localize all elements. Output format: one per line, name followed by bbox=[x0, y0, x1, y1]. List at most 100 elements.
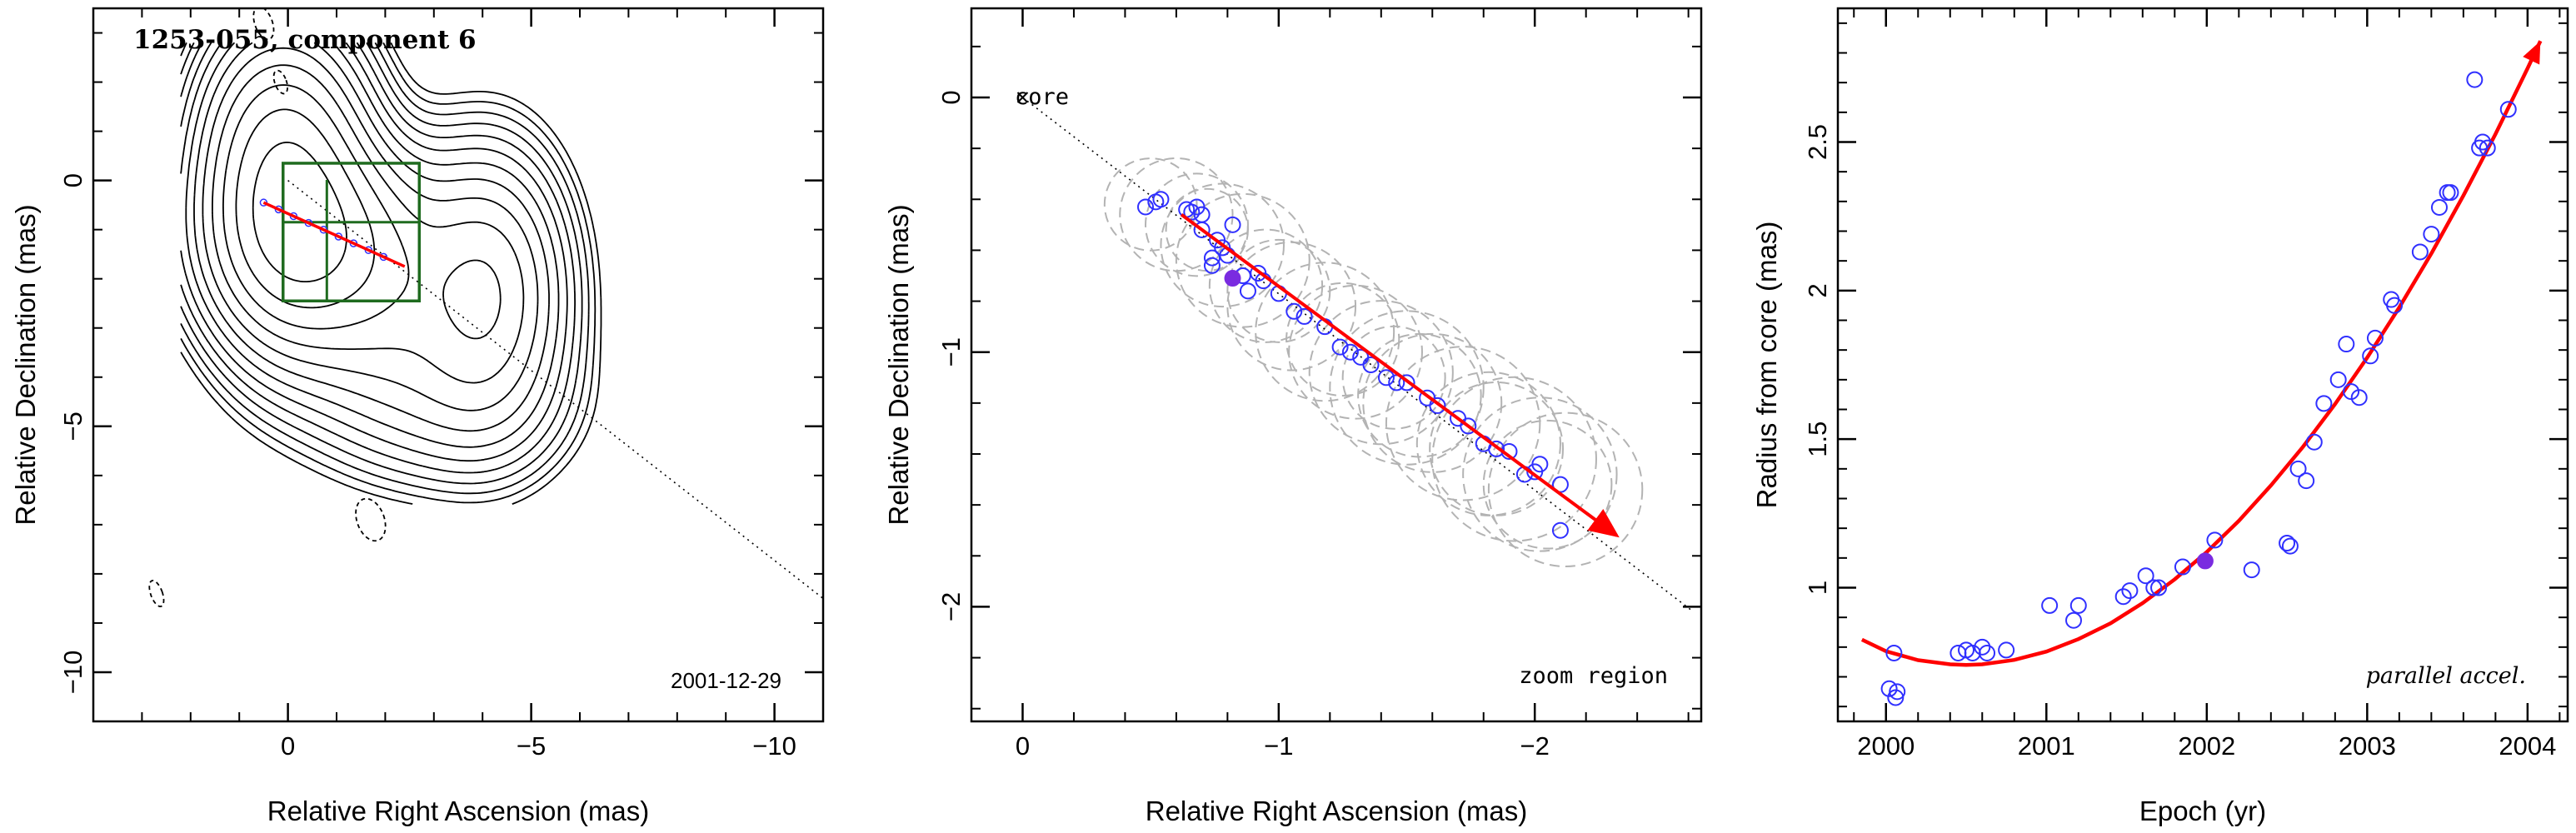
x-tick-label: 2002 bbox=[2178, 731, 2235, 761]
radius-point bbox=[2430, 198, 2448, 216]
radius-point bbox=[2174, 558, 2191, 576]
radius-point bbox=[2366, 329, 2384, 347]
panel-radius-vs-epoch: 2000 2001 2002 2003 2004 1 1.5 2 2.5 parallel ac… bbox=[1751, 7, 2569, 826]
contour-level-5 bbox=[180, 42, 568, 462]
radius-point bbox=[1974, 638, 1991, 656]
position-point bbox=[1286, 302, 1303, 320]
negative-contour bbox=[355, 497, 387, 542]
zoom-region-annotation: zoom region bbox=[1519, 663, 1668, 689]
radius-point bbox=[1880, 680, 1898, 697]
y-axis-label: Relative Declination (mas) bbox=[883, 204, 914, 525]
position-point bbox=[1137, 198, 1155, 216]
radius-point bbox=[2423, 226, 2440, 243]
position-point bbox=[1460, 417, 1477, 435]
contour-level-6 bbox=[185, 42, 560, 448]
radius-point bbox=[2479, 139, 2496, 157]
radius-point bbox=[2362, 347, 2379, 365]
component-size-circle bbox=[1286, 282, 1400, 397]
contour-level-4 bbox=[180, 42, 576, 474]
component-size-circle bbox=[1429, 381, 1565, 516]
component-size-circle bbox=[1145, 172, 1249, 277]
contour-level-8 bbox=[202, 47, 539, 412]
panel-frame bbox=[1836, 7, 2569, 723]
fit-annotation: parallel accel. bbox=[2366, 663, 2526, 689]
contour-level-7 bbox=[193, 42, 550, 432]
radius-point bbox=[2137, 567, 2154, 585]
radius-point bbox=[2289, 460, 2307, 477]
contour-level-2 bbox=[180, 42, 590, 495]
y-tick-label: −2 bbox=[936, 592, 966, 621]
radius-point bbox=[1885, 644, 1903, 661]
component-size-circle bbox=[1165, 187, 1249, 272]
position-point bbox=[1331, 338, 1349, 356]
x-axis-label: Epoch (yr) bbox=[2139, 796, 2266, 826]
radius-point bbox=[2442, 184, 2459, 202]
y-axis-label: Relative Declination (mas) bbox=[10, 204, 41, 525]
radius-point bbox=[1889, 683, 1906, 701]
radius-point bbox=[1887, 689, 1905, 706]
y-tick-label: 2 bbox=[1803, 283, 1832, 297]
radius-point bbox=[2466, 71, 2484, 88]
y-tick-label: 2.5 bbox=[1803, 124, 1832, 160]
radius-point bbox=[2338, 336, 2355, 353]
radius-point bbox=[2243, 561, 2260, 579]
radius-point bbox=[2474, 133, 2491, 151]
negative-contour bbox=[148, 580, 165, 607]
position-point bbox=[1362, 357, 1380, 373]
component-size-circle bbox=[1431, 376, 1597, 542]
y-tick-label: −10 bbox=[58, 651, 87, 695]
radius-point bbox=[2114, 588, 2132, 606]
y-tick-label: 0 bbox=[936, 90, 966, 104]
position-point bbox=[1429, 397, 1446, 414]
x-tick-label: 2000 bbox=[1857, 731, 1915, 761]
radius-point bbox=[2121, 582, 2139, 600]
panel-frame bbox=[92, 7, 825, 723]
radius-point bbox=[2145, 579, 2163, 596]
position-point bbox=[1341, 343, 1359, 361]
position-point bbox=[1183, 203, 1201, 221]
component-size-circle bbox=[1288, 284, 1423, 420]
panel-contour-map: 0 −5 −10 0 −5 −10 1253-055, component 6 2001-… bbox=[10, 7, 825, 826]
component-size-circle bbox=[1357, 332, 1482, 458]
radius-point bbox=[2439, 184, 2456, 202]
radius-point bbox=[2386, 297, 2404, 314]
radius-point bbox=[2150, 579, 2168, 596]
x-axis-label: Relative Right Ascension (mas) bbox=[267, 796, 650, 826]
x-tick-label: 0 bbox=[1016, 731, 1030, 761]
component-size-circle bbox=[1208, 228, 1324, 343]
panel-zoom-region: 0 −1 −2 0 −1 −2 core zoom region Relative Rig… bbox=[883, 7, 1703, 826]
radius-point bbox=[2350, 389, 2368, 407]
component-arrow bbox=[262, 201, 406, 268]
x-tick-label: −1 bbox=[1264, 731, 1293, 761]
radius-point bbox=[2329, 371, 2347, 388]
position-point bbox=[1398, 374, 1415, 392]
y-axis-label: Radius from core (mas) bbox=[1751, 222, 1782, 509]
radius-point bbox=[2065, 611, 2083, 629]
map-date-annotation: 2001-12-29 bbox=[671, 668, 781, 693]
contour-level-9 bbox=[212, 64, 525, 384]
radius-point bbox=[2279, 535, 2296, 551]
contour-level-10 bbox=[222, 84, 502, 340]
component-size-circle bbox=[1160, 182, 1285, 308]
core-direction-line bbox=[287, 179, 823, 600]
radius-point bbox=[2411, 243, 2429, 261]
component-size-circle bbox=[1103, 157, 1198, 252]
y-tick-label: 0 bbox=[58, 173, 87, 187]
component-size-circle bbox=[1482, 419, 1613, 550]
component-size-circle bbox=[1487, 412, 1644, 568]
position-point bbox=[1377, 369, 1395, 387]
contour-level-3 bbox=[180, 42, 583, 485]
zoom-box bbox=[282, 162, 422, 303]
radius-point bbox=[2305, 433, 2323, 451]
position-point bbox=[1239, 282, 1256, 300]
radius-point bbox=[1949, 644, 1967, 661]
radius-point bbox=[2499, 101, 2517, 118]
core-direction-line bbox=[1021, 97, 1695, 613]
x-tick-label: 2001 bbox=[2018, 731, 2075, 761]
x-tick-label: −10 bbox=[752, 731, 796, 761]
y-tick-label: 1 bbox=[1803, 581, 1832, 595]
position-point bbox=[1295, 307, 1313, 325]
x-tick-label: 2004 bbox=[2499, 731, 2556, 761]
position-point bbox=[1203, 257, 1221, 274]
